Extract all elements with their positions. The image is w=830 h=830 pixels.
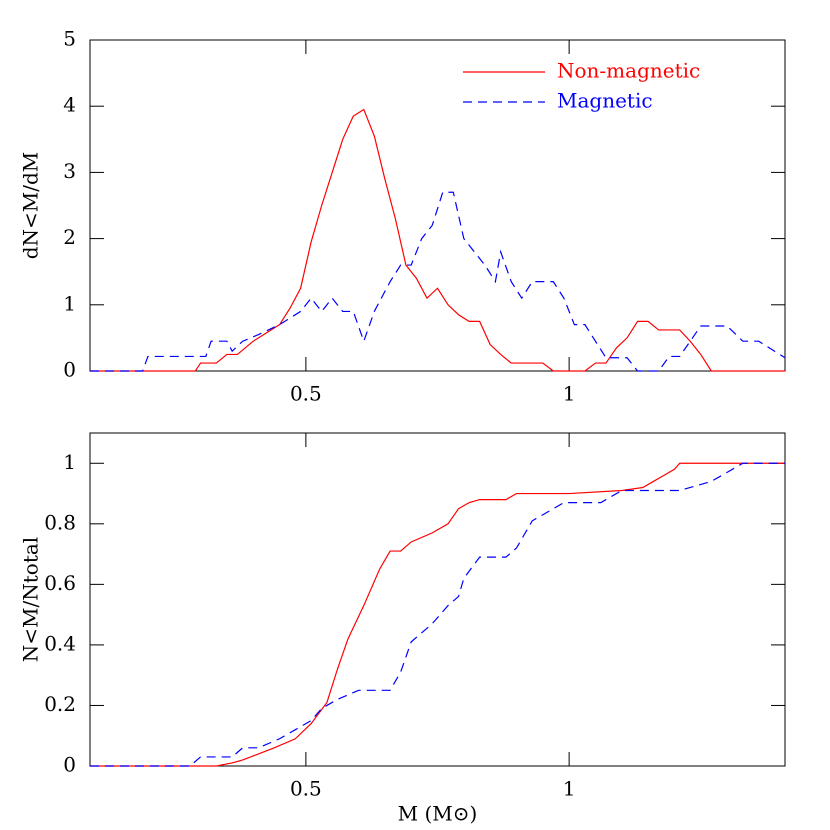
y-tick-label: 3	[63, 159, 76, 183]
y-tick-label: 0.8	[44, 510, 76, 534]
legend-label: Non-magnetic	[557, 59, 700, 83]
y-tick-label: 0	[63, 358, 76, 382]
y-axis-label: dN<M/dM	[19, 152, 43, 260]
y-tick-label: 5	[63, 27, 76, 51]
y-tick-label: 4	[63, 93, 76, 117]
plot-frame	[89, 39, 786, 372]
y-tick-label: 2	[63, 225, 76, 249]
y-tick-label: 0.2	[44, 692, 76, 716]
x-tick-label: 1	[563, 777, 576, 801]
x-tick-label: 1	[563, 382, 576, 406]
y-tick-label: 0.6	[44, 571, 76, 595]
x-axis-label: M (M⊙)	[398, 802, 478, 826]
data-line	[90, 191, 786, 372]
y-tick-label: 0.4	[44, 631, 76, 655]
y-tick-label: 1	[63, 291, 76, 315]
y-tick-label: 0	[63, 753, 76, 777]
legend-label: Magnetic	[557, 89, 653, 113]
x-tick-label: 0.5	[290, 777, 322, 801]
data-line	[90, 462, 785, 767]
data-line	[90, 462, 785, 767]
y-axis-label: N<M/Ntotal	[19, 537, 43, 662]
plot-frame	[89, 432, 786, 767]
data-line	[90, 108, 785, 372]
y-tick-label: 1	[63, 450, 76, 474]
x-tick-label: 0.5	[290, 382, 322, 406]
